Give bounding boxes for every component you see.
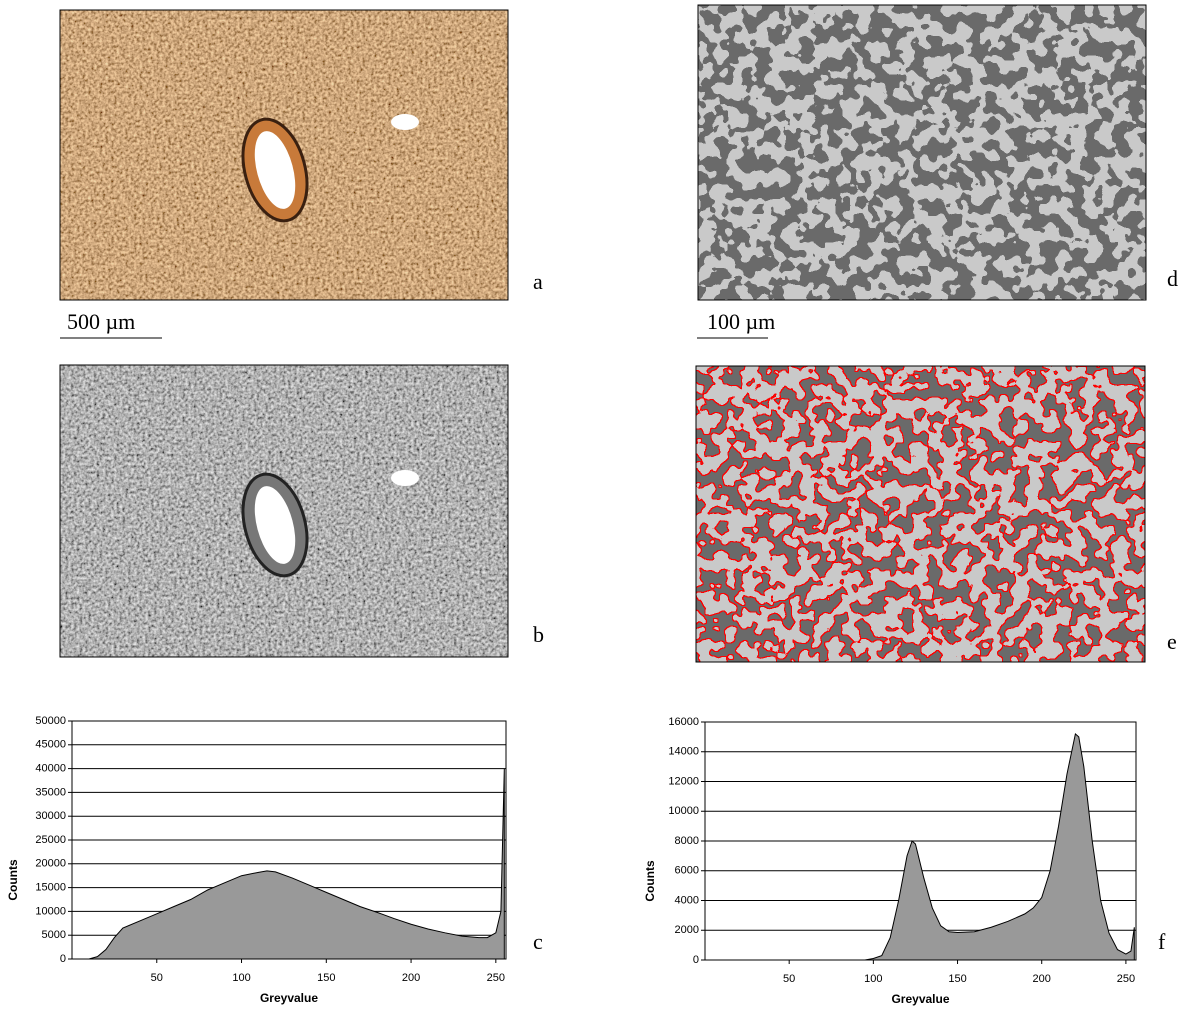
y-tick-label: 10000 [35, 905, 66, 917]
area [72, 768, 505, 960]
panel-label: f [1158, 929, 1166, 954]
y-axis-title: Counts [6, 859, 20, 901]
y-tick-label: 5000 [42, 929, 66, 941]
y-tick-label: 35000 [35, 786, 66, 798]
x-tick-label: 100 [232, 972, 250, 984]
y-tick-label: 12000 [668, 775, 699, 787]
y-tick-label: 50000 [35, 715, 66, 727]
y-tick-label: 4000 [675, 894, 699, 906]
area [705, 732, 1135, 961]
micrograph-d [697, 4, 1147, 301]
x-tick-label: 150 [317, 972, 335, 984]
y-tick-label: 10000 [668, 805, 699, 817]
y-tick-label: 2000 [675, 924, 699, 936]
x-axis-title: Greyvalue [891, 992, 949, 1006]
y-tick-label: 30000 [35, 810, 66, 822]
panel-label: b [533, 622, 544, 647]
y-tick-label: 0 [60, 953, 66, 965]
y-tick-label: 45000 [35, 739, 66, 751]
y-axis-title: Counts [643, 860, 657, 902]
scale-bar-label: 500 µm [67, 309, 135, 334]
y-tick-label: 14000 [668, 746, 699, 758]
y-tick-label: 40000 [35, 763, 66, 775]
x-tick-label: 250 [1117, 973, 1135, 985]
y-tick-label: 25000 [35, 834, 66, 846]
scale-bar-label: 100 µm [707, 309, 775, 334]
micrograph-e [695, 365, 1146, 663]
x-tick-label: 250 [487, 972, 505, 984]
panel-label: e [1167, 629, 1177, 654]
y-tick-label: 8000 [675, 835, 699, 847]
x-tick-label: 50 [151, 972, 163, 984]
x-tick-label: 50 [783, 973, 795, 985]
micrograph-b [59, 364, 509, 658]
y-tick-label: 16000 [668, 716, 699, 728]
y-tick-label: 6000 [675, 865, 699, 877]
x-tick-label: 150 [948, 973, 966, 985]
plot-frame [71, 720, 507, 960]
panel-label: a [533, 269, 543, 294]
y-tick-label: 0 [693, 954, 699, 966]
x-tick-label: 200 [402, 972, 420, 984]
y-tick-label: 15000 [35, 882, 66, 894]
micrograph-a [59, 9, 509, 301]
y-tick-label: 20000 [35, 858, 66, 870]
panel-label: c [533, 929, 543, 954]
panel-label: d [1167, 266, 1178, 291]
x-axis-title: Greyvalue [260, 991, 318, 1005]
x-tick-label: 200 [1033, 973, 1051, 985]
x-tick-label: 100 [864, 973, 882, 985]
plot-frame [704, 721, 1137, 961]
